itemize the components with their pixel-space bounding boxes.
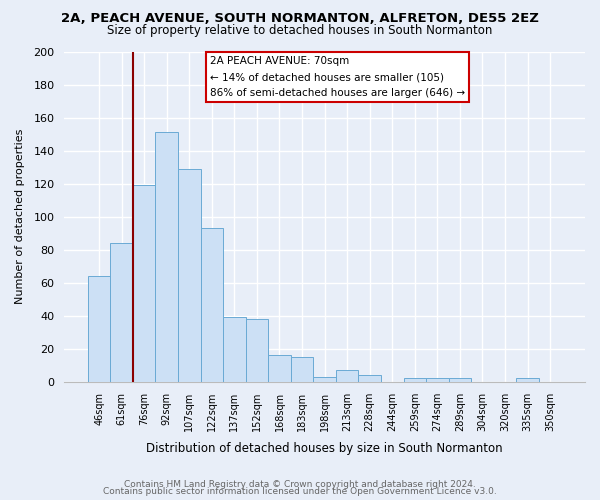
Bar [178,169,200,382]
Bar [88,276,110,382]
Y-axis label: Number of detached properties: Number of detached properties [15,129,25,304]
Bar [223,318,245,382]
Bar [449,378,471,382]
Bar [516,378,539,382]
Text: Contains public sector information licensed under the Open Government Licence v3: Contains public sector information licen… [103,488,497,496]
Bar [358,375,381,382]
Bar [155,132,178,382]
Bar [200,228,223,382]
Text: Contains HM Land Registry data © Crown copyright and database right 2024.: Contains HM Land Registry data © Crown c… [124,480,476,489]
Bar [313,377,336,382]
Text: Size of property relative to detached houses in South Normanton: Size of property relative to detached ho… [107,24,493,37]
Bar [268,356,291,382]
Text: 2A, PEACH AVENUE, SOUTH NORMANTON, ALFRETON, DE55 2EZ: 2A, PEACH AVENUE, SOUTH NORMANTON, ALFRE… [61,12,539,26]
Bar [291,357,313,382]
Bar [426,378,449,382]
Text: 2A PEACH AVENUE: 70sqm
← 14% of detached houses are smaller (105)
86% of semi-de: 2A PEACH AVENUE: 70sqm ← 14% of detached… [210,56,465,98]
Bar [110,243,133,382]
Bar [133,186,155,382]
X-axis label: Distribution of detached houses by size in South Normanton: Distribution of detached houses by size … [146,442,503,455]
Bar [404,378,426,382]
Bar [336,370,358,382]
Bar [245,319,268,382]
